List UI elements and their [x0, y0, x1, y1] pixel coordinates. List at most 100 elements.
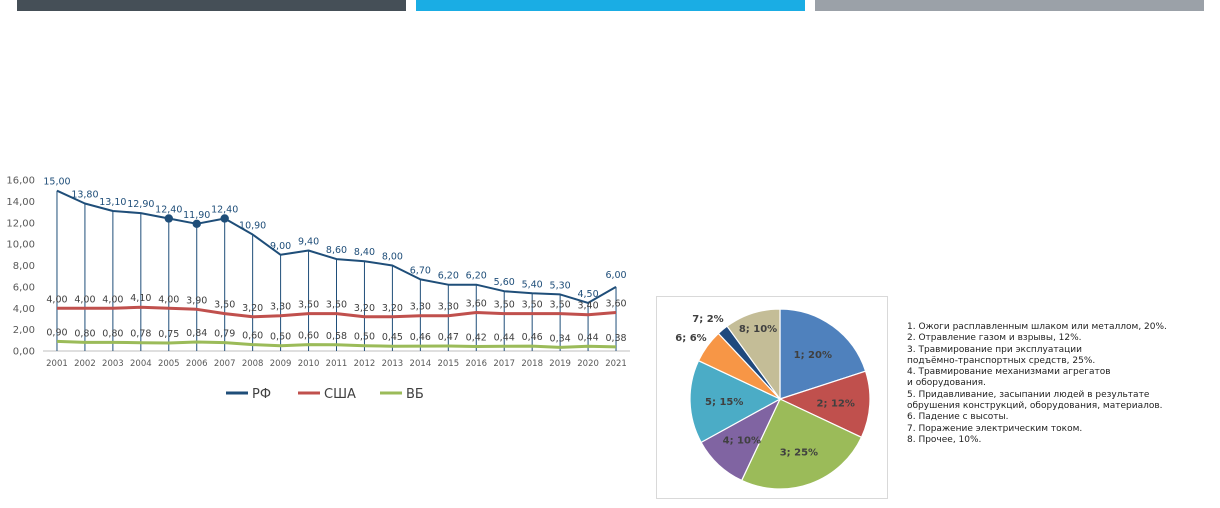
data-label: 15,00	[43, 177, 70, 188]
y-tick-label: 10,00	[6, 240, 35, 251]
legend-label: РФ	[252, 387, 271, 402]
data-label: 6,70	[410, 265, 431, 276]
cause-item: 8. Прочее, 10%.	[907, 434, 982, 445]
pie-slice-label: 6; 6%	[675, 333, 706, 344]
header-bar-blue	[416, 0, 805, 11]
data-label: 3,20	[382, 303, 403, 314]
x-tick-label: 2017	[493, 359, 515, 369]
data-label: 5,30	[550, 280, 571, 291]
x-tick-label: 2016	[465, 359, 487, 369]
series-line-1	[56, 189, 617, 304]
x-tick-label: 2015	[437, 359, 459, 369]
x-tick-label: 2005	[158, 359, 180, 369]
data-label: 3,90	[186, 295, 207, 306]
series-line-3	[56, 339, 617, 349]
data-label: 0,38	[605, 333, 626, 344]
data-label: 3,30	[410, 302, 431, 313]
data-label: 3,50	[298, 300, 319, 311]
x-tick-label: 2006	[186, 359, 208, 369]
data-label: 12,90	[127, 199, 154, 210]
x-tick-label: 2011	[326, 359, 348, 369]
data-label: 0,34	[550, 333, 571, 344]
pie-slice-label: 8; 10%	[739, 324, 777, 335]
legend-label: США	[324, 387, 356, 402]
data-label: 0,60	[298, 331, 319, 342]
data-label: 4,00	[46, 294, 67, 305]
x-tick-label: 2020	[577, 359, 599, 369]
data-label: 0,80	[74, 328, 95, 339]
data-label: 3,50	[550, 300, 571, 311]
data-label: 3,50	[214, 300, 235, 311]
data-label: 5,60	[494, 277, 515, 288]
cause-item: 4. Травмирование механизмами агрегатов	[907, 367, 1111, 378]
x-tick-label: 2014	[410, 359, 432, 369]
data-label: 8,40	[354, 247, 375, 258]
x-tick-label: 2012	[354, 359, 376, 369]
data-label: 12,40	[211, 204, 238, 215]
y-tick-label: 16,00	[6, 176, 35, 187]
x-tick-label: 2008	[242, 359, 264, 369]
y-tick-label: 14,00	[6, 197, 35, 208]
y-tick-label: 2,00	[13, 325, 35, 336]
data-label: 3,50	[326, 300, 347, 311]
pie-slice-label: 5; 15%	[705, 397, 743, 408]
data-label: 4,50	[577, 289, 598, 300]
data-label: 11,90	[183, 210, 210, 221]
header-bar-dark	[17, 0, 406, 11]
cause-item: 1. Ожоги расплавленным шлаком или металл…	[907, 322, 1167, 332]
legend-label: ВБ	[406, 387, 424, 402]
y-tick-label: 6,00	[13, 282, 35, 293]
data-label: 0,44	[494, 332, 515, 343]
data-point-marker	[220, 214, 229, 223]
x-tick-label: 2001	[46, 359, 68, 369]
data-label: 0,45	[382, 332, 403, 343]
cause-item: и оборудования.	[907, 378, 986, 389]
data-label: 9,40	[298, 237, 319, 248]
data-label: 3,50	[494, 300, 515, 311]
pie-legend-list: 1. Ожоги расплавленным шлаком или металл…	[907, 322, 1212, 446]
pie-slice-label: 2; 12%	[817, 399, 855, 410]
cause-item: обрушения конструкций, оборудования, мат…	[907, 401, 1163, 412]
cause-item: 7. Поражение электрическим током.	[907, 423, 1083, 434]
data-label: 6,20	[438, 271, 459, 282]
cause-item: 6. Падение с высоты.	[907, 412, 1009, 423]
pie-slice-label: 7; 2%	[692, 314, 723, 325]
data-label: 8,00	[382, 252, 403, 263]
x-tick-label: 2019	[549, 359, 571, 369]
data-label: 4,00	[74, 294, 95, 305]
pie-slice-label: 3; 25%	[780, 448, 818, 459]
data-label: 3,60	[605, 299, 626, 310]
data-label: 0,90	[46, 327, 67, 338]
data-label: 0,60	[242, 331, 263, 342]
pie-slice	[740, 398, 863, 490]
cause-item: 5. Придавливание, засыпании людей в резу…	[907, 389, 1150, 400]
data-label: 0,78	[130, 329, 151, 340]
y-tick-label: 0,00	[13, 347, 35, 358]
data-label: 3,30	[438, 302, 459, 313]
data-label: 0,46	[522, 332, 543, 343]
x-tick-label: 2009	[270, 359, 292, 369]
data-label: 0,47	[438, 332, 459, 343]
data-label: 4,00	[158, 294, 179, 305]
x-tick-label: 2004	[130, 359, 152, 369]
data-label: 0,50	[354, 332, 375, 343]
cause-item: 3. Травмирование при эксплуатации	[907, 344, 1082, 355]
data-label: 3,60	[466, 299, 487, 310]
data-point-marker	[164, 214, 173, 223]
data-label: 0,42	[466, 333, 487, 344]
data-label: 0,50	[270, 332, 291, 343]
line-chart: 0,00 2,00 4,00 6,00 8,00 10,00 12,00 14,00 16,00…	[6, 176, 630, 402]
pie-slice	[778, 370, 871, 439]
series-line-2	[57, 305, 617, 319]
data-label: 0,84	[186, 328, 207, 339]
data-label: 8,60	[326, 245, 347, 256]
pie-slice	[779, 308, 867, 400]
y-tick-label: 4,00	[13, 304, 35, 315]
data-label: 6,20	[466, 271, 487, 282]
data-label: 9,00	[270, 241, 291, 252]
data-label: 5,40	[522, 279, 543, 290]
cause-item: 2. Отравление газом и взрывы, 12%.	[907, 333, 1082, 344]
x-tick-label: 2002	[74, 359, 96, 369]
data-label: 0,75	[158, 329, 179, 340]
y-tick-label: 8,00	[13, 261, 35, 272]
